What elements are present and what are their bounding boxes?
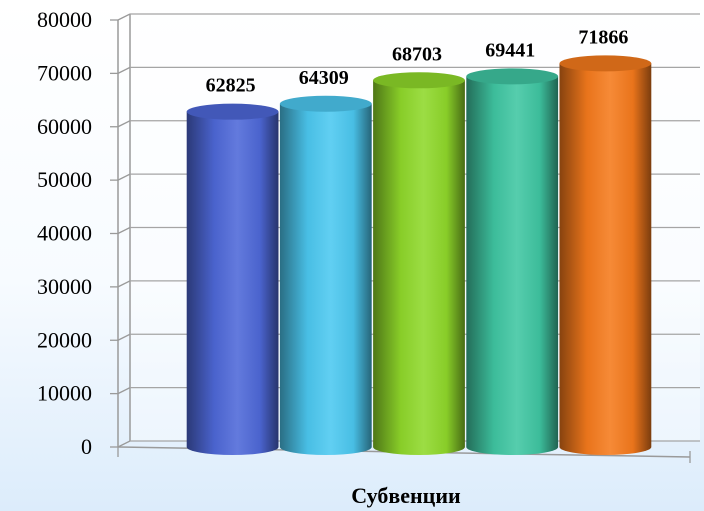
data-labels: 62825 64309 68703 69441 71866 [206, 26, 629, 96]
bar-body [279, 103, 372, 456]
bar-body [373, 80, 465, 456]
data-label: 62825 [206, 75, 256, 97]
bar-top [373, 72, 465, 89]
bar-body [466, 76, 559, 455]
gridline-depth [117, 387, 131, 395]
data-label: 69441 [485, 39, 535, 61]
y-tick-label: 30000 [37, 274, 92, 299]
y-tick-label: 50000 [37, 167, 92, 192]
bar [559, 55, 652, 456]
data-label: 64309 [299, 67, 349, 89]
gridline-depth [117, 440, 131, 448]
bar-top [559, 55, 652, 72]
y-tick-label: 80000 [37, 7, 92, 32]
data-label: 68703 [392, 43, 442, 65]
y-tick-label: 10000 [37, 381, 92, 406]
bar [466, 68, 559, 455]
gridline-depth [117, 66, 131, 74]
gridline-depth [117, 120, 131, 128]
y-axis-tick-labels: 0 10000 20000 30000 40000 50000 60000 70000 8000… [37, 7, 92, 459]
data-label: 71866 [578, 26, 628, 48]
y-tick-label: 0 [81, 434, 92, 459]
gridline-depth [117, 13, 131, 21]
y-tick-label: 40000 [37, 221, 92, 246]
bar [279, 95, 372, 456]
y-tick-label: 60000 [37, 114, 92, 139]
x-axis-title: Субвенции [351, 483, 461, 508]
y-tick-label: 70000 [37, 60, 92, 85]
bars [186, 55, 652, 456]
gridline-depth [117, 226, 131, 235]
bar-body [559, 63, 652, 456]
bar-body [186, 111, 279, 455]
gridline-depth [117, 173, 131, 181]
bar-top [186, 103, 279, 120]
gridline-depth [117, 280, 131, 288]
bar [186, 103, 279, 455]
bar-top [466, 68, 559, 85]
bar [373, 72, 465, 456]
y-tick-label: 20000 [37, 327, 92, 352]
gridline-depth [117, 333, 131, 341]
bar-top [279, 95, 372, 112]
